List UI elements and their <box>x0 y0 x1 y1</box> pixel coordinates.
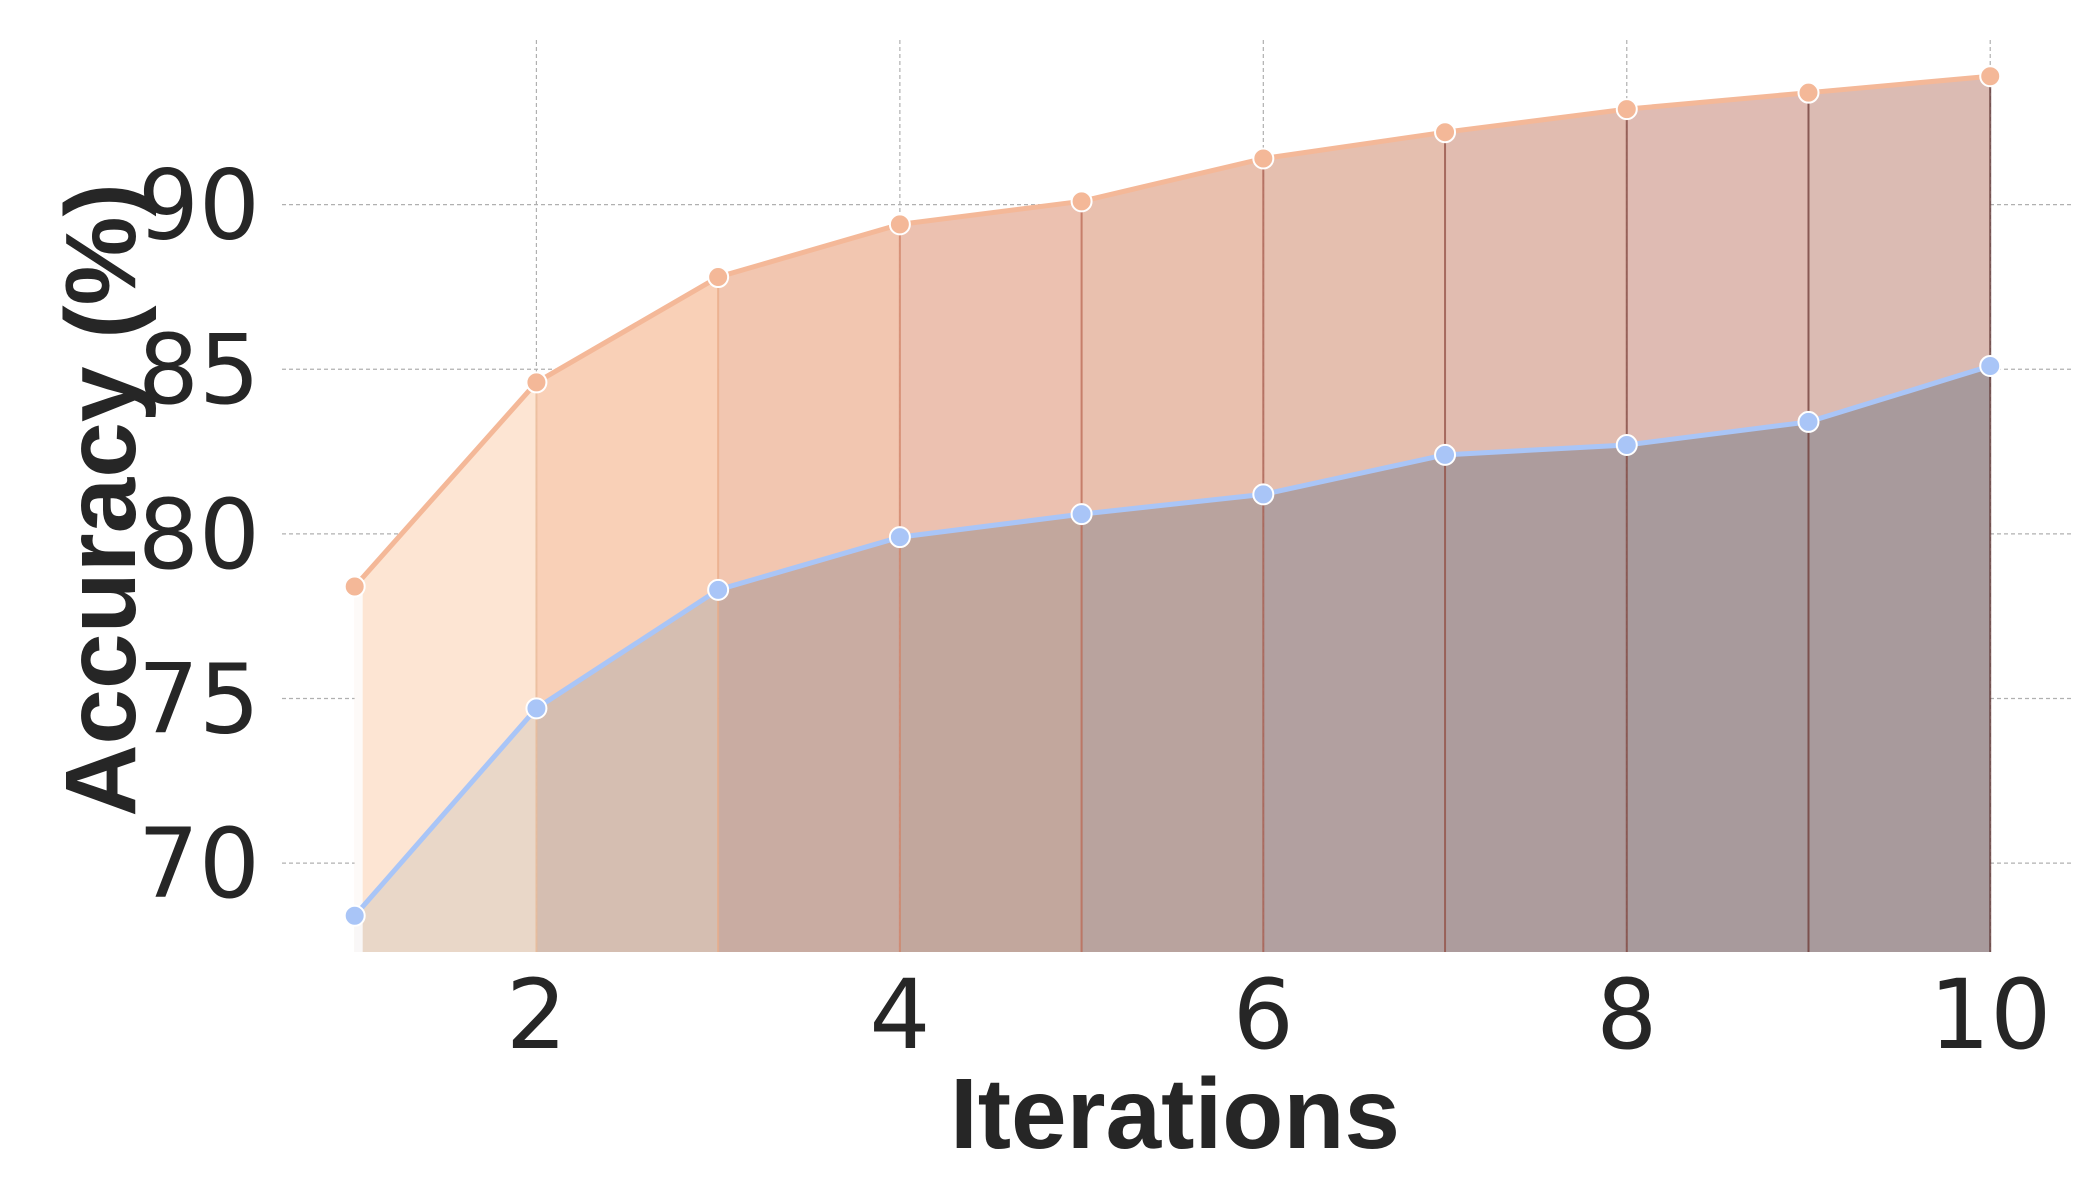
y-tick-label: 85 <box>138 314 260 426</box>
upper-area-segment <box>1081 158 1264 515</box>
upper-area-segment <box>899 201 1082 538</box>
upper-area-segment <box>718 224 900 590</box>
data-point <box>707 578 730 601</box>
y-tick-label: 90 <box>138 150 260 262</box>
x-tick-label: 2 <box>506 959 567 1071</box>
lower-area-segment <box>1626 421 1809 953</box>
data-point <box>707 266 730 289</box>
data-point <box>1434 121 1457 144</box>
upper-area-segment <box>354 586 363 916</box>
upper-area-segment <box>1808 76 1991 422</box>
series-lines <box>352 73 1991 918</box>
x-tick-label: 6 <box>1233 959 1294 1071</box>
data-point <box>888 526 911 549</box>
lower-area-segment <box>354 708 537 952</box>
upper-area-segment <box>1626 92 1809 445</box>
y-tick-label: 75 <box>138 643 260 755</box>
upper-area-segment <box>1263 132 1446 495</box>
series-line <box>352 363 1991 918</box>
lower-area-segment <box>718 537 900 952</box>
x-tick-label: 8 <box>1596 959 1657 1071</box>
data-point <box>1979 65 2002 88</box>
lower-area-segment <box>1081 494 1264 952</box>
area-fills <box>354 76 1991 953</box>
lower-area-segment <box>899 514 1082 952</box>
upper-area-segment <box>354 382 537 916</box>
y-tick-label: 80 <box>138 479 260 591</box>
series-line <box>352 73 1991 589</box>
data-point <box>525 371 548 394</box>
upper-area-segment <box>1445 109 1627 455</box>
data-point <box>1252 483 1275 506</box>
data-point <box>343 575 366 598</box>
data-point <box>1797 410 1820 433</box>
data-point <box>525 697 548 720</box>
data-point <box>343 904 366 927</box>
x-tick-label: 4 <box>869 959 930 1071</box>
x-axis-title: Iterations <box>950 1058 1400 1170</box>
data-point <box>1615 98 1638 121</box>
y-tick-label: 70 <box>138 808 260 920</box>
lower-area-segment <box>1445 444 1627 952</box>
lower-area-segment <box>1263 454 1446 952</box>
data-point <box>1070 190 1093 213</box>
data-point <box>1615 433 1638 456</box>
lower-area-segment <box>1808 365 1991 952</box>
y-tick-labels: 70 75 80 85 90 <box>138 150 260 920</box>
upper-area-segment <box>536 277 719 709</box>
series-points <box>343 65 2002 927</box>
x-tick-labels: 2 4 6 8 10 <box>506 959 2051 1071</box>
data-point <box>1070 503 1093 526</box>
data-point <box>888 213 911 236</box>
iteration-dividers <box>535 76 1992 952</box>
data-point <box>1434 443 1457 466</box>
data-point <box>1252 147 1275 170</box>
data-point <box>1979 354 2002 377</box>
y-axis-title: Accuracy (%) <box>45 183 157 817</box>
data-point <box>1797 81 1820 104</box>
x-tick-label: 10 <box>1929 959 2051 1071</box>
lower-area-segment <box>354 915 363 952</box>
